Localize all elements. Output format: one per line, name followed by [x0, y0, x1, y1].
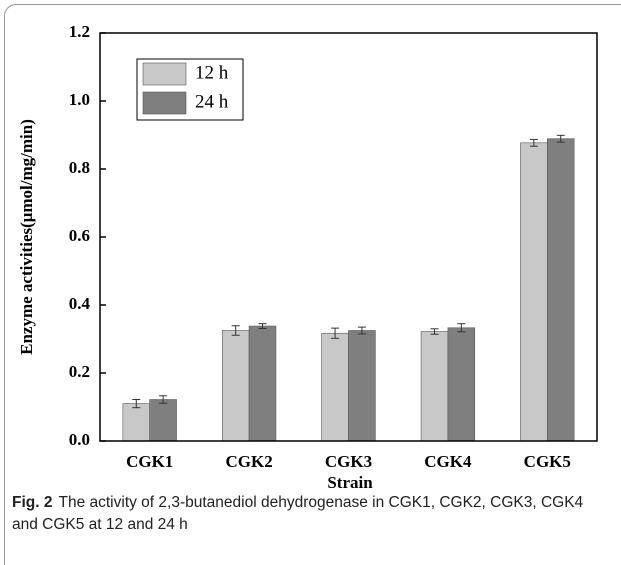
- x-tick-label: CGK1: [126, 452, 173, 471]
- caption-label: Fig. 2: [12, 494, 53, 511]
- legend-label: 24 h: [195, 91, 229, 112]
- y-tick-label: 0.6: [69, 226, 90, 245]
- bar: [221, 330, 250, 442]
- bar: [420, 331, 449, 442]
- legend-swatch: [142, 62, 187, 86]
- plot-frame: [99, 32, 598, 442]
- bar: [321, 332, 349, 442]
- bar: [149, 399, 177, 442]
- caption: Fig. 2 The activity of 2,3-butanediol deh…: [12, 492, 612, 536]
- y-axis-label: Enzyme activities(μmol/mg/min): [17, 119, 36, 355]
- x-tick-label: CGK3: [325, 452, 372, 471]
- bar: [520, 142, 548, 442]
- chart: Strain Enzyme activities(μmol/mg/min) 0.…: [17, 22, 598, 490]
- bar: [122, 403, 150, 442]
- y-tick-label: 0.4: [69, 294, 91, 313]
- bar: [447, 327, 476, 442]
- bar: [248, 325, 277, 442]
- x-tick-label: CGK5: [524, 452, 571, 471]
- y-tick-label: 1.2: [69, 22, 90, 41]
- caption-text: The activity of 2,3-butanediol dehydroge…: [12, 494, 584, 533]
- bar: [348, 330, 376, 442]
- y-tick-label: 0.0: [69, 430, 90, 449]
- y-tick-label: 0.2: [69, 362, 90, 381]
- y-tick-label: 0.8: [69, 158, 90, 177]
- x-axis-label: Strain: [327, 473, 373, 490]
- x-tick-label: CGK2: [225, 452, 272, 471]
- legend-swatch: [142, 91, 187, 115]
- y-tick-label: 1.0: [69, 90, 90, 109]
- bar: [546, 138, 575, 442]
- legend-label: 12 h: [195, 62, 229, 83]
- figure-frame: [4, 4, 621, 565]
- x-tick-label: CGK4: [424, 452, 472, 471]
